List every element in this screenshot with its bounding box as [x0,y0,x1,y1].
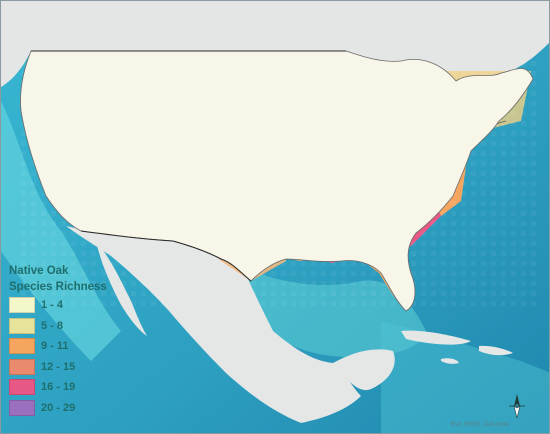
legend-label-4: 12 - 15 [41,360,76,373]
mexico-border [80,230,252,282]
legend-row-6: 20 - 29 [9,398,119,419]
hispaniola [479,345,513,356]
legend-row-1: 1 - 4 [9,295,119,316]
legend-label-3: 9 - 11 [41,340,69,353]
legend-label-1: 1 - 4 [41,299,64,312]
jamaica [441,358,459,364]
legend-label-5: 16 - 19 [41,381,76,394]
legend-label-2: 5 - 8 [41,319,64,332]
legend: Native Oak Species Richness 1 - 4 5 - 8 … [9,263,119,418]
legend-swatch-4 [9,358,35,375]
yucatan [333,349,395,391]
cuba [401,330,471,345]
legend-row-3: 9 - 11 [9,336,119,357]
legend-swatch-6 [9,399,35,416]
legend-swatch-2 [9,317,35,334]
canada [1,1,549,87]
legend-row-4: 12 - 15 [9,357,119,378]
legend-label-6: 20 - 29 [41,401,76,414]
legend-swatch-1 [9,297,35,314]
caribbean-shelf [381,321,549,433]
map-credits: Esri, HERE, DeLorme [450,422,509,428]
legend-row-2: 5 - 8 [9,316,119,337]
legend-row-5: 16 - 19 [9,377,119,398]
legend-title-line2: Species Richness [9,281,107,293]
legend-swatch-3 [9,338,35,355]
north-arrow-icon [509,394,525,419]
legend-swatch-5 [9,379,35,396]
legend-title-line1: Native Oak [9,265,69,277]
